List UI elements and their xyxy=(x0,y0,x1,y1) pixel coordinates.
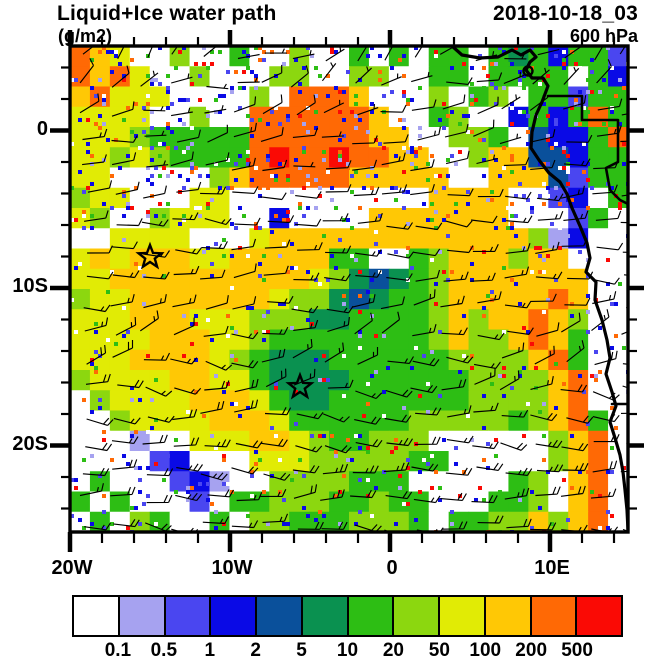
map-ticks xyxy=(50,30,644,552)
colorbar-cell xyxy=(529,597,576,635)
colorbar-tick-label: 5 xyxy=(296,640,307,661)
lon-tick-label: 0 xyxy=(386,557,398,579)
colorbar-tick-label: 0.5 xyxy=(150,640,178,661)
colorbar-cell xyxy=(209,597,255,635)
coastline xyxy=(450,46,628,532)
colorbar xyxy=(72,595,623,637)
lat-tick-label: 20S xyxy=(12,432,48,455)
colorbar-cell xyxy=(346,597,393,635)
colorbar-cell xyxy=(74,597,118,635)
colorbar-cell xyxy=(575,597,621,635)
lat-tick-label: 10S xyxy=(12,275,48,297)
colorbar-tick-label: 50 xyxy=(428,640,450,661)
colorbar-cell xyxy=(255,597,301,635)
colorbar-tick-label: 20 xyxy=(382,640,404,661)
station-star-markers xyxy=(135,241,315,400)
colorbar-tick-label: 200 xyxy=(515,640,548,661)
colorbar-tick-label: 2 xyxy=(250,640,261,661)
colorbar-tick-label: 500 xyxy=(561,640,593,661)
colorbar-tick-label: 0.1 xyxy=(104,640,132,661)
colorbar-cell xyxy=(392,597,438,635)
page-title: Liquid+Ice water path xyxy=(57,2,277,25)
colorbar-cell xyxy=(117,597,164,635)
level-label: 600 hPa xyxy=(569,26,638,46)
colorbar-cell xyxy=(163,597,210,635)
noise-speckles xyxy=(70,46,628,532)
lat-tick-label: 0 xyxy=(36,117,48,140)
wind-barbs xyxy=(79,46,628,532)
colorbar-tick-label: 100 xyxy=(469,640,502,661)
colorbar-tick-label: 10 xyxy=(336,640,359,661)
lon-tick-label: 10E xyxy=(534,557,570,579)
colorbar-cell xyxy=(438,597,484,635)
valid-time: 2018-10-18_03 xyxy=(492,2,638,25)
lon-tick-label: 10W xyxy=(211,557,253,579)
lon-tick-label: 20W xyxy=(51,557,93,579)
colorbar-cell xyxy=(483,597,530,635)
colorbar-cell xyxy=(300,597,347,635)
colorbar-tick-label: 1 xyxy=(204,640,216,661)
